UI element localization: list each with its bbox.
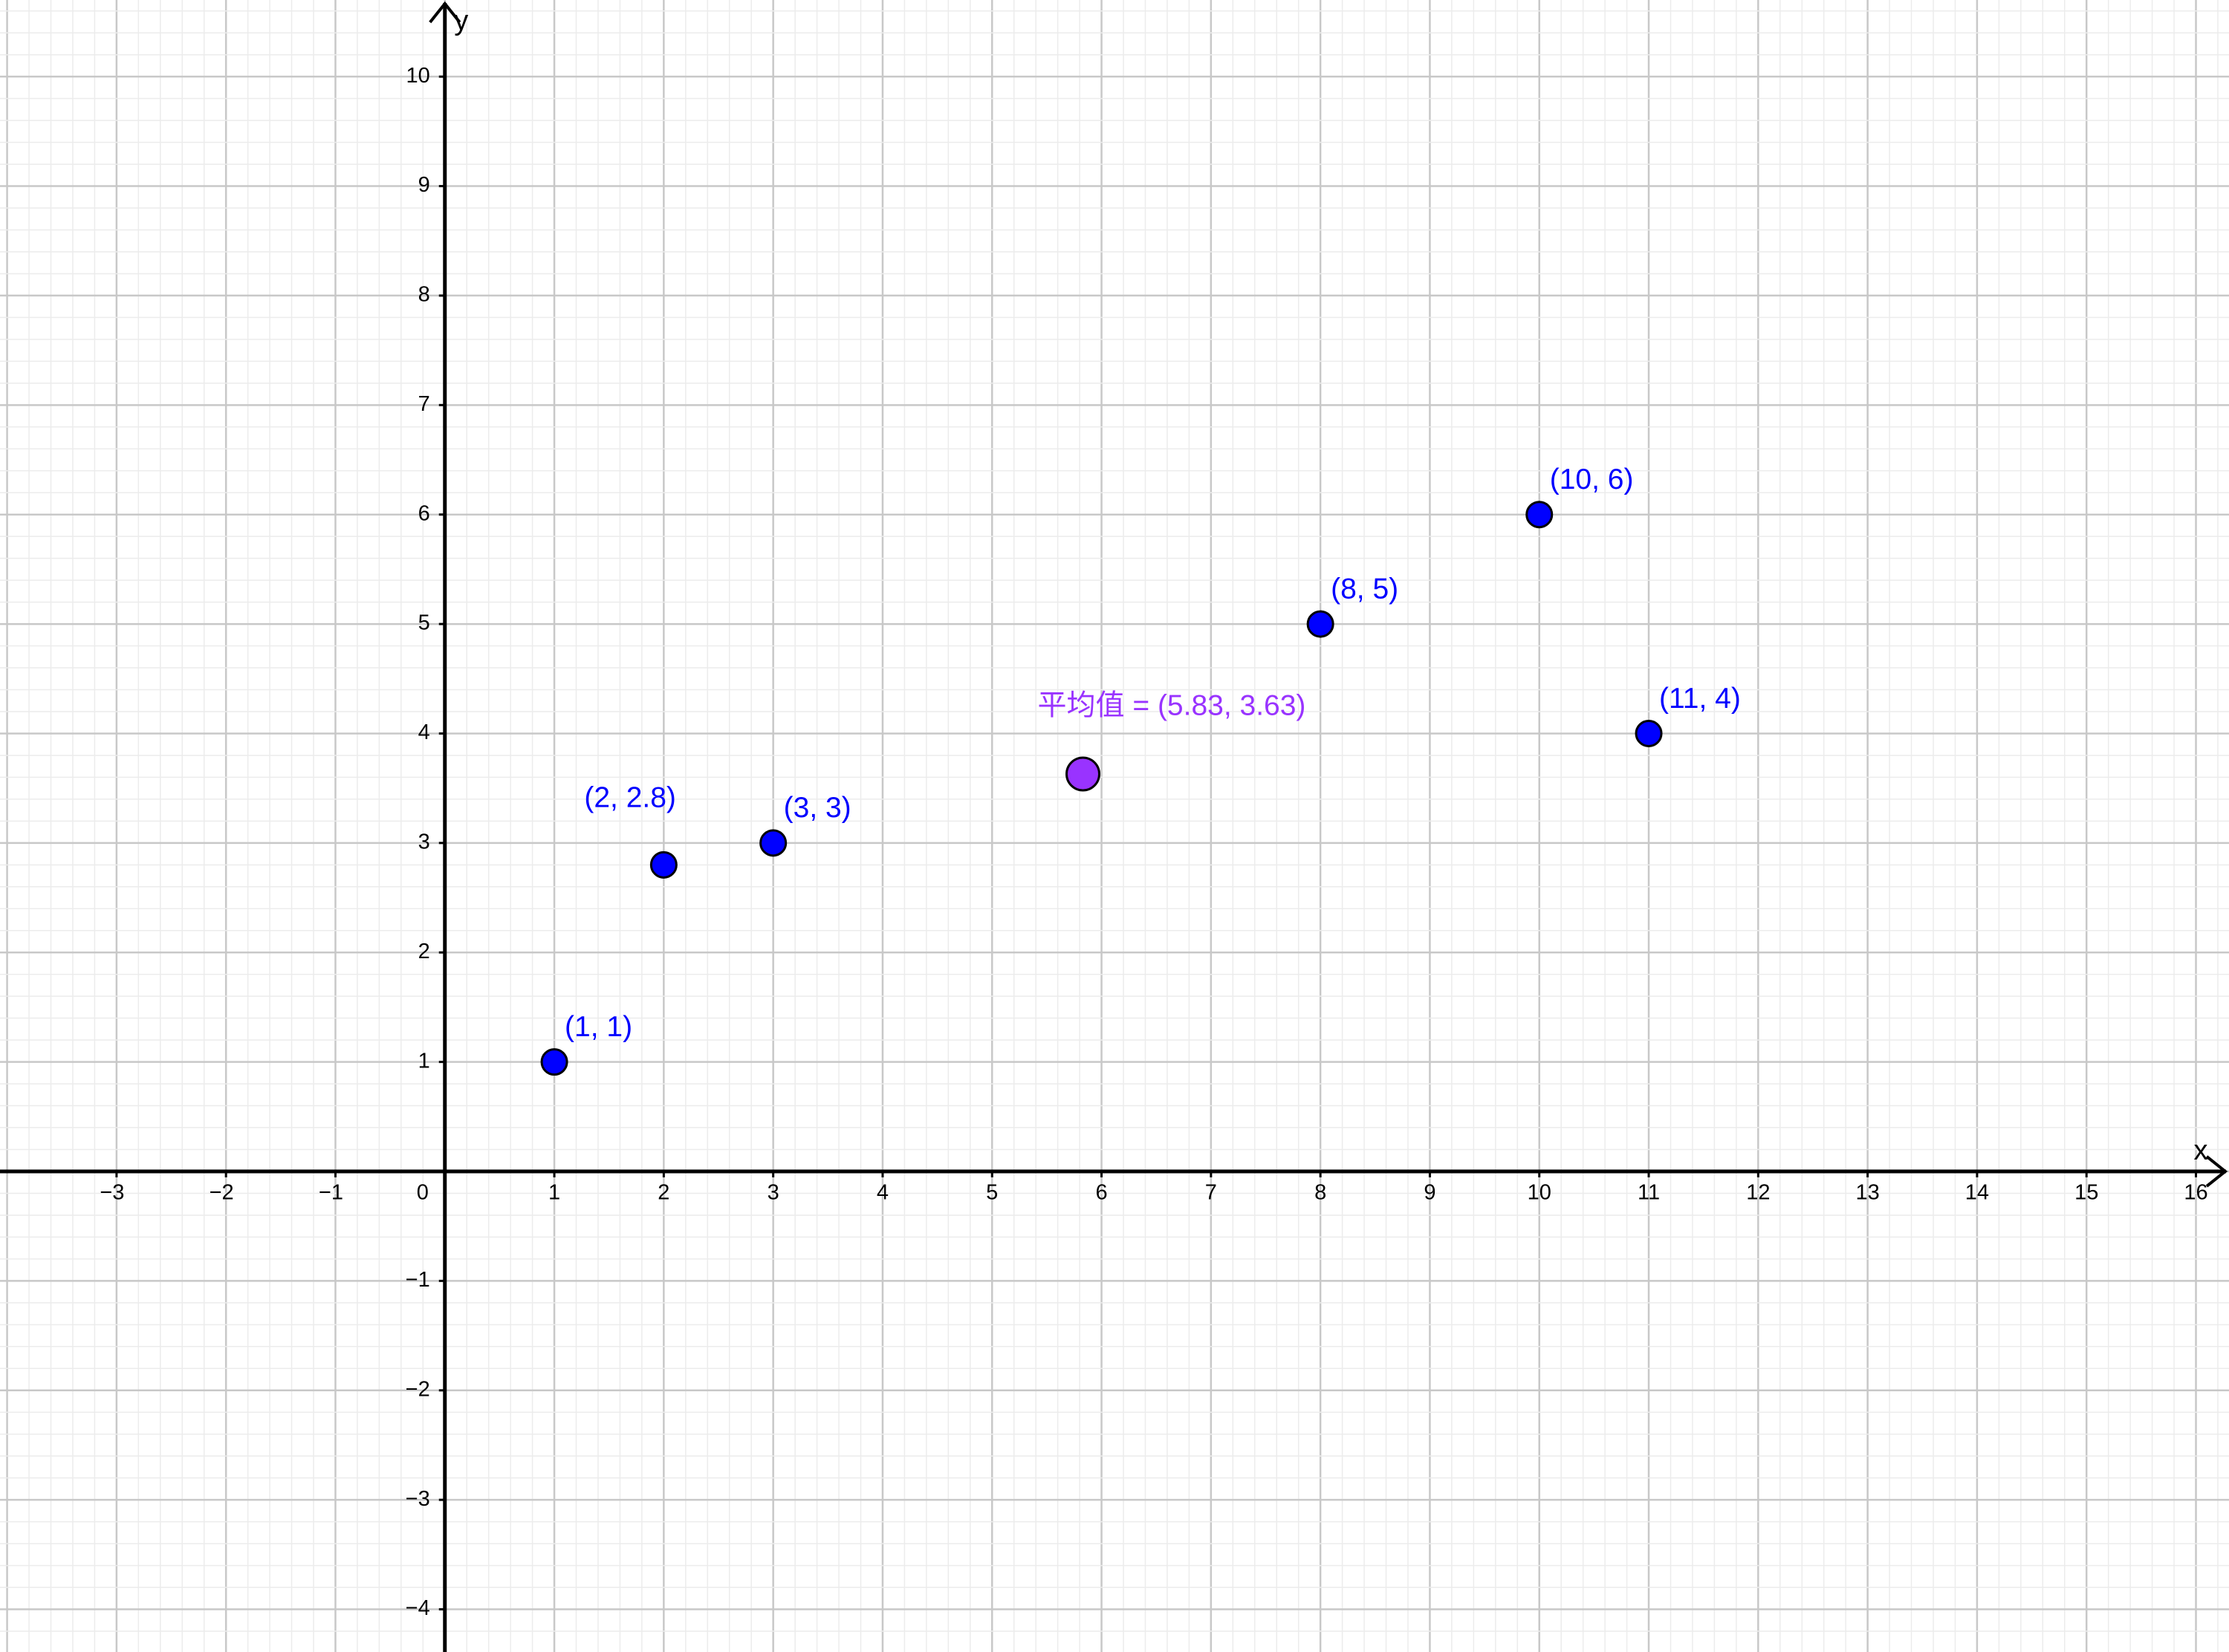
x-tick-label: 3 [768, 1181, 779, 1205]
y-tick-label: −3 [406, 1487, 430, 1511]
y-axis-arrow [429, 1, 461, 24]
y-tick-label: 5 [418, 611, 430, 635]
x-tick-label: 6 [1095, 1181, 1107, 1205]
x-tick-label: 8 [1314, 1181, 1326, 1205]
x-tick-label: 9 [1424, 1181, 1435, 1205]
point-label: (2, 2.8) [584, 782, 676, 814]
x-axis-arrow [2205, 1155, 2228, 1188]
x-tick-label: 0 [417, 1181, 429, 1205]
data-point [1635, 719, 1663, 747]
data-point [649, 851, 678, 879]
x-tick-label: 4 [877, 1181, 889, 1205]
x-tick-label: 5 [986, 1181, 998, 1205]
y-tick-label: 8 [418, 283, 430, 307]
y-tick-label: −4 [406, 1596, 430, 1620]
y-tick-label: −2 [406, 1377, 430, 1401]
x-tick-label: 10 [1528, 1181, 1551, 1205]
point-label: 平均值 = (5.83, 3.63) [1038, 689, 1306, 721]
x-tick-label: 2 [658, 1181, 669, 1205]
x-tick-label: 15 [2074, 1181, 2098, 1205]
x-tick-label: 1 [548, 1181, 560, 1205]
y-tick-label: 3 [418, 830, 430, 854]
y-tick-label: 6 [418, 501, 430, 525]
y-tick-label: 4 [418, 721, 430, 744]
data-point [540, 1048, 568, 1076]
y-tick-label: 2 [418, 940, 430, 963]
y-axis-label: y [454, 5, 468, 36]
y-tick-label: −1 [406, 1268, 430, 1292]
marks: (1, 1) (2, 2.8) (3, 3) (8, 5) (10, 6) (11, 4)… [540, 464, 1741, 1076]
x-tick-label: 14 [1965, 1181, 1989, 1205]
data-point [1525, 501, 1554, 529]
x-tick-label: −2 [210, 1181, 234, 1205]
point-label: (8, 5) [1331, 573, 1398, 605]
y-tick-label: 1 [418, 1049, 430, 1073]
data-point [1065, 756, 1101, 792]
y-tick-label: 10 [406, 64, 429, 88]
x-tick-label: 11 [1638, 1181, 1660, 1205]
x-tick-label: 13 [1855, 1181, 1879, 1205]
x-axis-label: x [2194, 1135, 2208, 1166]
data-point [759, 829, 788, 857]
x-tick-label: −1 [319, 1181, 343, 1205]
y-tick-label: 7 [418, 392, 430, 416]
point-label: (3, 3) [784, 792, 851, 824]
y-tick-label: 9 [418, 173, 430, 197]
point-label: (1, 1) [565, 1011, 632, 1043]
data-point [1306, 610, 1334, 638]
point-label: (11, 4) [1659, 683, 1741, 715]
point-label: (10, 6) [1550, 464, 1634, 495]
x-tick-label: 12 [1746, 1181, 1770, 1205]
x-tick-label: −3 [100, 1181, 124, 1205]
x-tick-label: 7 [1205, 1181, 1217, 1205]
x-tick-label: 16 [2184, 1181, 2207, 1205]
